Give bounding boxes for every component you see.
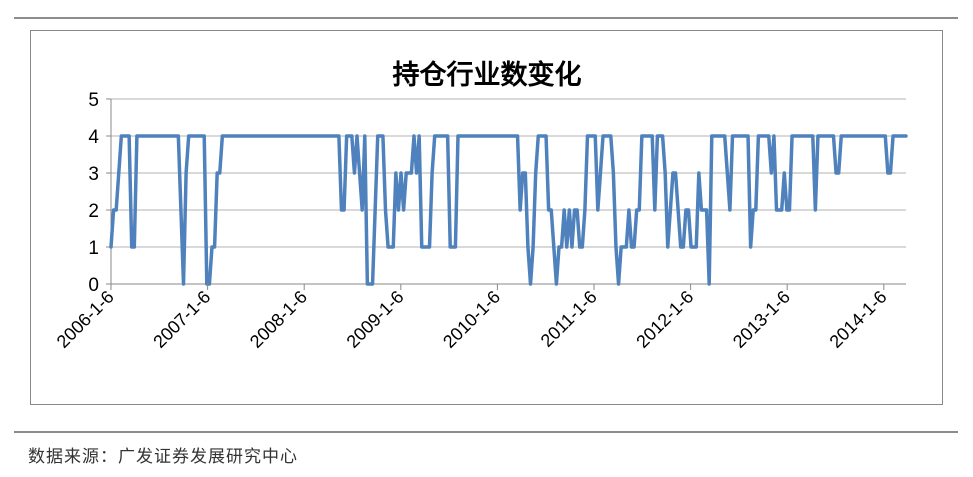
x-tick-label: 2006-1-6 <box>53 287 118 352</box>
chart-title: 持仓行业数变化 <box>393 59 582 91</box>
y-tick-label: 4 <box>88 127 99 148</box>
x-tick-label: 2011-1-6 <box>537 287 601 351</box>
y-tick-label: 5 <box>88 90 99 111</box>
axes <box>110 99 906 285</box>
y-axis-ticks: 0 1 2 3 4 5 <box>88 90 111 296</box>
x-tick-label: 2012-1-6 <box>632 287 697 352</box>
x-tick-label: 2008-1-6 <box>246 287 311 352</box>
y-tick-label: 3 <box>88 164 99 185</box>
x-axis-ticks: 2006-1-6 2007-1-6 2008-1-6 2009-1-6 2010-1-6… <box>53 284 891 352</box>
y-tick-label: 0 <box>88 275 99 296</box>
top-rule <box>14 17 958 19</box>
bottom-rule <box>14 431 958 433</box>
series-line <box>109 134 908 286</box>
x-tick-label: 2010-1-6 <box>439 287 504 352</box>
x-tick-label: 2014-1-6 <box>826 287 891 352</box>
x-tick-label: 2007-1-6 <box>149 287 214 352</box>
y-tick-label: 1 <box>88 238 99 259</box>
series-group <box>109 134 908 286</box>
x-tick-label: 2009-1-6 <box>343 287 408 352</box>
y-tick-label: 2 <box>88 201 99 222</box>
grid-lines <box>111 98 906 248</box>
source-note: 数据来源：广发证券发展研究中心 <box>28 447 298 467</box>
x-tick-label: 2013-1-6 <box>729 287 794 352</box>
